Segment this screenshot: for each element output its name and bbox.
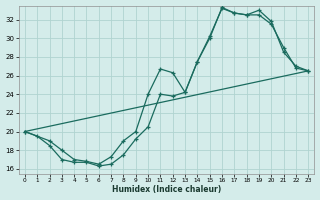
- X-axis label: Humidex (Indice chaleur): Humidex (Indice chaleur): [112, 185, 221, 194]
